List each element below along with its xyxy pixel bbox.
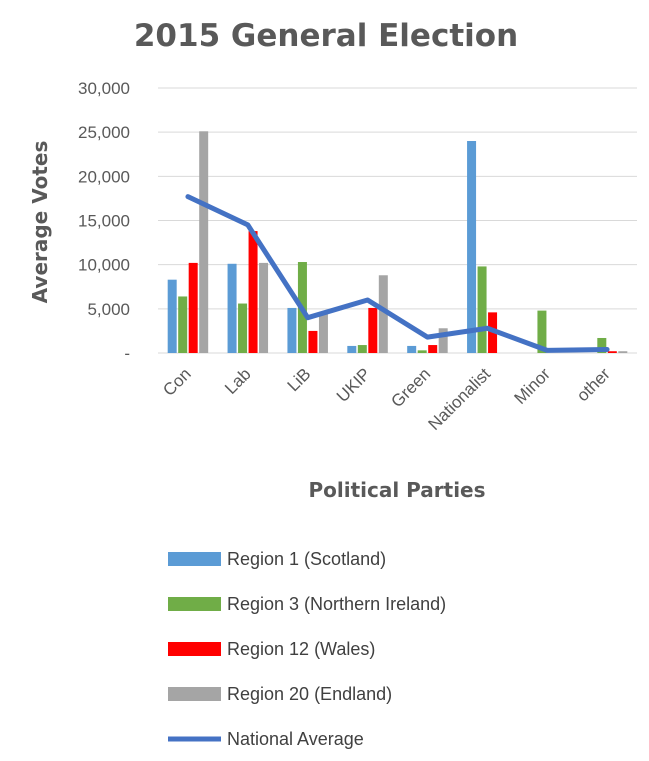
bar xyxy=(537,310,547,353)
bar xyxy=(199,131,209,353)
bar xyxy=(607,351,617,353)
bar xyxy=(287,307,297,353)
legend-swatch xyxy=(168,552,221,566)
bar xyxy=(357,345,367,353)
x-axis-title: Political Parties xyxy=(308,478,485,502)
legend-swatch xyxy=(168,687,221,701)
x-tick-label: Nationalist xyxy=(425,364,495,434)
bar xyxy=(467,141,477,353)
bar xyxy=(178,296,188,353)
chart-title: 2015 General Election xyxy=(134,18,518,54)
bar xyxy=(167,279,177,353)
bar xyxy=(618,351,628,353)
bar xyxy=(227,263,237,353)
y-axis-title: Average Votes xyxy=(28,141,52,304)
bar xyxy=(597,337,607,353)
bar xyxy=(368,307,378,353)
bar xyxy=(347,345,357,353)
y-tick-label: 10,000 xyxy=(78,256,130,275)
bar xyxy=(318,312,328,353)
bar xyxy=(248,231,258,353)
x-tick-label: Green xyxy=(387,364,434,411)
y-tick-label: 15,000 xyxy=(78,212,130,231)
x-tick-label: other xyxy=(573,364,614,405)
legend-label: Region 12 (Wales) xyxy=(227,639,375,659)
y-tick-label: 25,000 xyxy=(78,123,130,142)
x-tick-label: Minor xyxy=(511,364,555,408)
x-tick-label: Con xyxy=(159,364,194,399)
bar xyxy=(428,345,438,353)
bar xyxy=(188,262,198,353)
legend-label: National Average xyxy=(227,729,364,749)
x-tick-label: LiB xyxy=(284,364,315,395)
y-tick-label: 5,000 xyxy=(87,300,130,319)
y-tick-labels: - 5,000 10,000 15,000 20,000 25,000 30,000 xyxy=(78,79,130,363)
legend-swatch xyxy=(168,597,221,611)
legend: Region 1 (Scotland) Region 3 (Northern Ir… xyxy=(168,549,446,749)
bar xyxy=(417,350,427,353)
legend-label: Region 3 (Northern Ireland) xyxy=(227,594,446,614)
national-average-line xyxy=(185,194,610,353)
bar xyxy=(378,275,388,353)
legend-label: Region 20 (Endland) xyxy=(227,684,392,704)
bar xyxy=(477,266,487,353)
legend-label: Region 1 (Scotland) xyxy=(227,549,386,569)
bar xyxy=(238,303,248,353)
bar xyxy=(407,345,417,353)
y-tick-label: 20,000 xyxy=(78,167,130,186)
national-average-line-group xyxy=(185,194,610,353)
y-tick-label: 30,000 xyxy=(78,79,130,98)
x-tick-label: Lab xyxy=(221,364,254,397)
y-tick-label: - xyxy=(124,344,130,363)
x-tick-label: UKIP xyxy=(333,364,374,405)
bar xyxy=(438,328,448,353)
bar xyxy=(308,330,318,353)
bar xyxy=(259,262,269,353)
legend-swatch xyxy=(168,642,221,656)
